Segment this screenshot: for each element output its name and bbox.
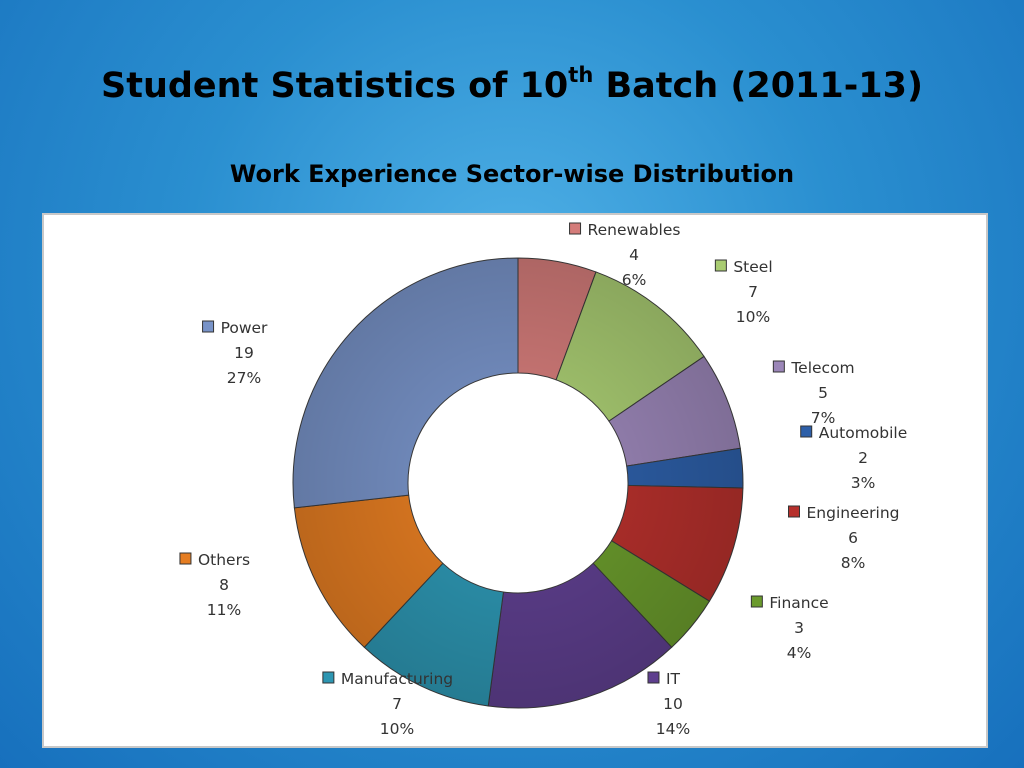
data-label-automobile: Automobile 2 3%	[800, 424, 908, 492]
legend-key-manufacturing	[322, 671, 335, 684]
data-label-engineering: Engineering 6 8%	[788, 504, 900, 572]
slice-name-it: IT	[666, 670, 681, 688]
data-label-manufacturing: Manufacturing 7 10%	[322, 670, 453, 738]
slice-value-manufacturing: 7	[392, 695, 402, 713]
slice-name-power: Power	[221, 319, 268, 337]
slice-value-telecom: 5	[818, 384, 828, 402]
slice-percent-renewables: 6%	[622, 271, 647, 289]
slice-name-automobile: Automobile	[819, 424, 908, 442]
slice-name-renewables: Renewables	[588, 221, 681, 239]
legend-key-engineering	[788, 505, 800, 518]
legend-key-finance	[750, 595, 763, 608]
slice-name-manufacturing: Manufacturing	[341, 670, 453, 688]
slice-percent-automobile: 3%	[851, 474, 876, 492]
slice-value-renewables: 4	[629, 246, 639, 264]
slice-name-steel: Steel	[733, 258, 772, 276]
slice-percent-manufacturing: 10%	[380, 720, 414, 738]
slice-name-telecom: Telecom	[790, 359, 854, 377]
data-label-power: Power 19 27%	[202, 319, 268, 387]
title-rest: Batch (2011-13)	[593, 66, 923, 106]
title-main: Student Statistics of 10	[101, 66, 569, 106]
donut-chart: Renewables 4 6% Steel 7 10% Telecom 5 7%Automobi…	[179, 221, 908, 738]
data-label-it: IT 10 14%	[647, 670, 690, 738]
slice-value-power: 19	[234, 344, 254, 362]
slice-percent-engineering: 8%	[841, 554, 866, 572]
slice-name-engineering: Engineering	[807, 504, 900, 522]
data-label-others: Others 8 11%	[179, 551, 250, 619]
legend-key-telecom	[772, 360, 785, 373]
legend-key-others	[179, 552, 192, 565]
slide-title: Student Statistics of 10th Batch (2011-1…	[0, 63, 1024, 107]
data-label-telecom: Telecom 5 7%	[772, 359, 855, 427]
legend-key-power	[202, 320, 215, 333]
legend-key-renewables	[569, 222, 582, 235]
title-superscript: th	[568, 63, 594, 87]
slice-value-engineering: 6	[848, 529, 858, 547]
legend-key-steel	[714, 259, 727, 272]
slice-name-finance: Finance	[769, 594, 828, 612]
data-label-finance: Finance 3 4%	[750, 594, 829, 662]
slice-percent-telecom: 7%	[811, 409, 836, 427]
slice-value-automobile: 2	[858, 449, 868, 467]
data-label-steel: Steel 7 10%	[714, 258, 773, 326]
chart-subtitle: Work Experience Sector-wise Distribution	[229, 160, 795, 188]
slice-percent-others: 11%	[207, 601, 241, 619]
data-label-renewables: Renewables 4 6%	[569, 221, 681, 289]
donut-slice-power	[292, 257, 519, 509]
slice-percent-steel: 10%	[736, 308, 770, 326]
legend-key-it	[647, 671, 660, 684]
chart-area: Renewables 4 6% Steel 7 10% Telecom 5 7% Automobi…	[42, 213, 988, 748]
slice-value-finance: 3	[794, 619, 804, 637]
slice-value-others: 8	[219, 576, 229, 594]
slice-name-others: Others	[198, 551, 250, 569]
slice-percent-finance: 4%	[787, 644, 812, 662]
slice-value-it: 10	[663, 695, 683, 713]
legend-key-automobile	[800, 425, 813, 438]
slice-percent-it: 14%	[656, 720, 690, 738]
slice-percent-power: 27%	[227, 369, 261, 387]
slice-value-steel: 7	[748, 283, 758, 301]
